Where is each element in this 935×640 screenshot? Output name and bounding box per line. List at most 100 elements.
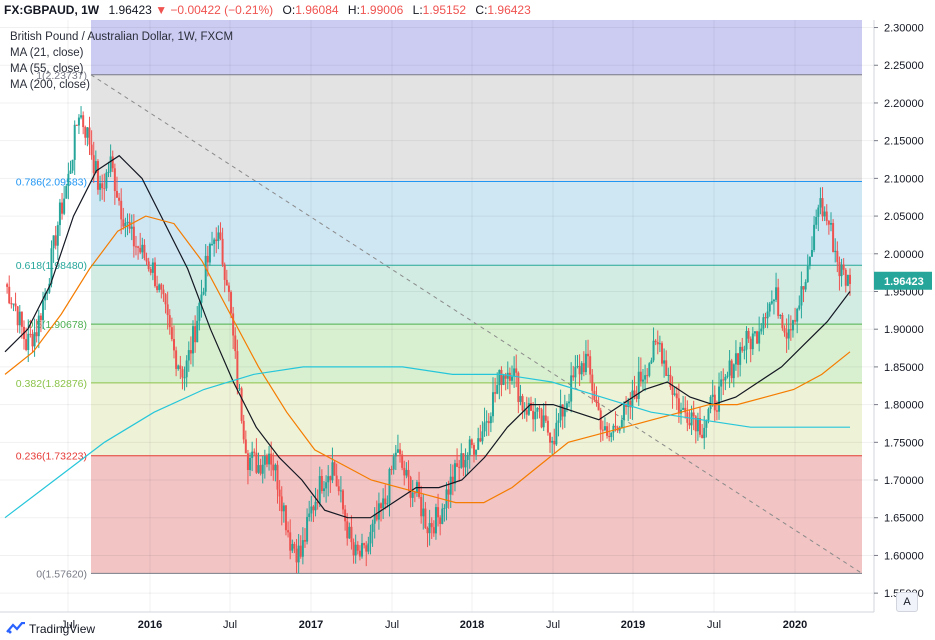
candle-body: [48, 283, 51, 293]
candle-body: [27, 333, 30, 350]
candle-body: [356, 544, 359, 551]
candle-body: [94, 161, 97, 173]
candle-body: [445, 489, 448, 508]
candle-body: [696, 418, 699, 432]
candle-body: [77, 117, 80, 126]
candle-body: [363, 543, 366, 546]
candle-body: [462, 453, 465, 468]
candle-body: [261, 464, 264, 474]
candle-body: [481, 431, 484, 442]
candle-body: [192, 326, 195, 354]
candle-body: [215, 239, 218, 242]
candle-body: [422, 508, 425, 517]
footer: TradingView: [6, 620, 95, 638]
price-axis-label: 2.00000: [884, 249, 924, 261]
down-arrow-icon: ▼: [155, 3, 168, 17]
candle-body: [794, 320, 797, 322]
time-axis-label: 2018: [460, 619, 484, 631]
legend-ma200[interactable]: MA (200, close): [10, 79, 90, 91]
candle-body: [745, 330, 748, 350]
candle-body: [806, 266, 809, 283]
candle-body: [608, 435, 611, 438]
candle-body: [555, 422, 558, 445]
candle-body: [31, 334, 34, 347]
high-value: 1.99006: [359, 3, 404, 17]
fib-zone-top: [91, 20, 862, 75]
candle-body: [718, 386, 721, 412]
candle-body: [502, 375, 505, 385]
legend-ma21[interactable]: MA (21, close): [10, 47, 84, 59]
candle-body: [103, 188, 106, 190]
low-value: 1.95152: [422, 3, 467, 17]
candle-body: [409, 477, 412, 498]
auto-scale-button[interactable]: A: [896, 592, 918, 612]
symbol-name[interactable]: FX:GBPAUD, 1W: [4, 3, 100, 17]
candle-body: [772, 299, 775, 302]
candle-body: [724, 376, 727, 381]
candle-body: [244, 439, 247, 454]
candle-body: [477, 438, 480, 450]
candle-body: [331, 462, 334, 481]
close-label: C:: [475, 3, 488, 17]
candle-body: [711, 394, 714, 397]
candle-body: [107, 171, 110, 173]
fib-zone: [91, 382, 862, 456]
candle-body: [451, 476, 454, 484]
candle-body: [299, 545, 302, 557]
moving-average-line: [4, 154, 851, 519]
candle-body: [99, 183, 102, 190]
candle-body: [200, 294, 203, 303]
candle-body: [709, 396, 712, 410]
candle-body: [333, 462, 336, 476]
close-value: 1.96423: [487, 3, 531, 17]
candle-body: [259, 465, 262, 474]
moving-average-line: [4, 366, 850, 519]
candle-body: [667, 374, 670, 376]
candle-body: [344, 509, 347, 522]
candle-body: [405, 469, 408, 476]
candle-body: [464, 460, 467, 468]
candle-body: [284, 505, 287, 531]
candle-body: [69, 170, 72, 174]
candle-body: [426, 527, 429, 534]
candle-body: [561, 404, 564, 417]
candle-body: [382, 498, 385, 509]
candle-body: [42, 300, 45, 321]
candle-body: [265, 456, 268, 465]
candle-body: [707, 409, 710, 420]
candle-body: [227, 285, 230, 293]
candle-body: [536, 407, 539, 412]
candle-body: [827, 220, 830, 225]
candle-body: [817, 207, 820, 218]
candle-body: [365, 545, 368, 552]
candle-body: [246, 453, 249, 471]
candle-body: [61, 202, 64, 214]
candle-body: [18, 311, 21, 326]
candle-body: [335, 475, 338, 487]
candle-body: [532, 410, 535, 420]
candle-body: [213, 239, 216, 244]
candle-body: [373, 514, 376, 524]
candle-body: [156, 286, 159, 291]
candle-body: [690, 412, 693, 426]
last-price-label: 1.96423: [884, 276, 924, 288]
candle-body: [418, 482, 421, 497]
candle-body: [314, 501, 317, 511]
candle-body: [703, 427, 706, 439]
candle-body: [198, 302, 201, 321]
tradingview-logo-icon[interactable]: [6, 621, 26, 639]
candle-body: [301, 540, 304, 557]
candle-body: [439, 517, 442, 524]
legend-ma55[interactable]: MA (55, close): [10, 63, 84, 75]
brand-name[interactable]: TradingView: [29, 622, 96, 636]
candle-body: [449, 476, 452, 495]
candle-body: [701, 434, 704, 439]
candle-body: [238, 388, 241, 390]
candle-body: [236, 351, 239, 390]
candle-body: [348, 526, 351, 539]
candle-body: [12, 303, 15, 305]
candle-body: [177, 365, 180, 369]
candle-body: [67, 173, 70, 187]
candle-body: [572, 375, 575, 378]
